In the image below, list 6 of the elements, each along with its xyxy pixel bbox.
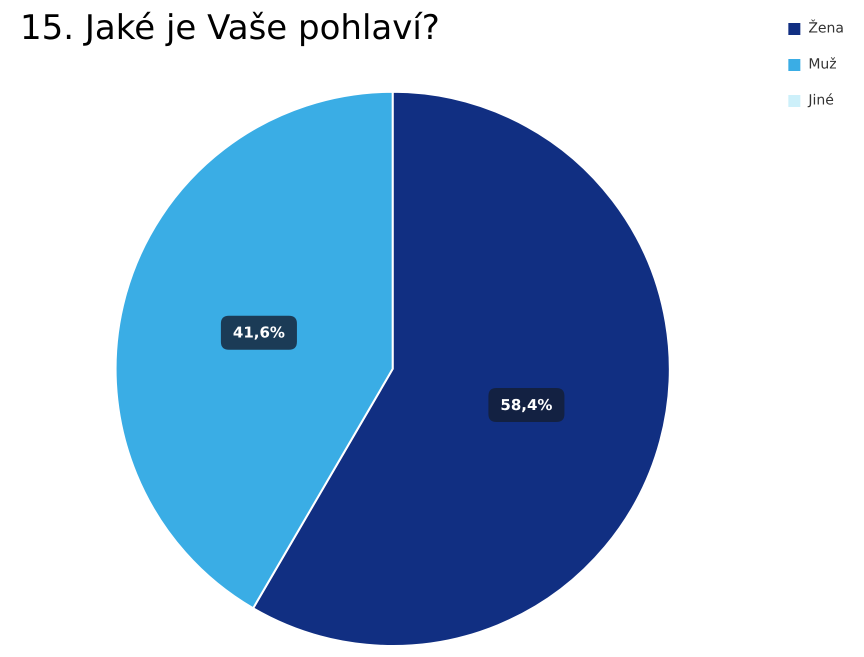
legend-label: Žena xyxy=(808,20,844,37)
data-label: 58,4% xyxy=(500,396,552,414)
data-label: 41,6% xyxy=(232,324,285,342)
legend-label: Jiné xyxy=(807,92,834,109)
chart-title: 15. Jaké je Vaše pohlaví? xyxy=(20,8,440,48)
legend-label: Muž xyxy=(808,56,837,73)
